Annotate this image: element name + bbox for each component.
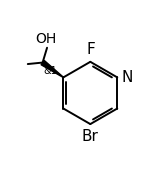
Text: N: N xyxy=(121,70,133,85)
Text: OH: OH xyxy=(35,32,56,46)
Polygon shape xyxy=(41,60,63,78)
Text: F: F xyxy=(87,42,95,57)
Text: &1: &1 xyxy=(44,66,58,76)
Text: Br: Br xyxy=(82,129,99,144)
